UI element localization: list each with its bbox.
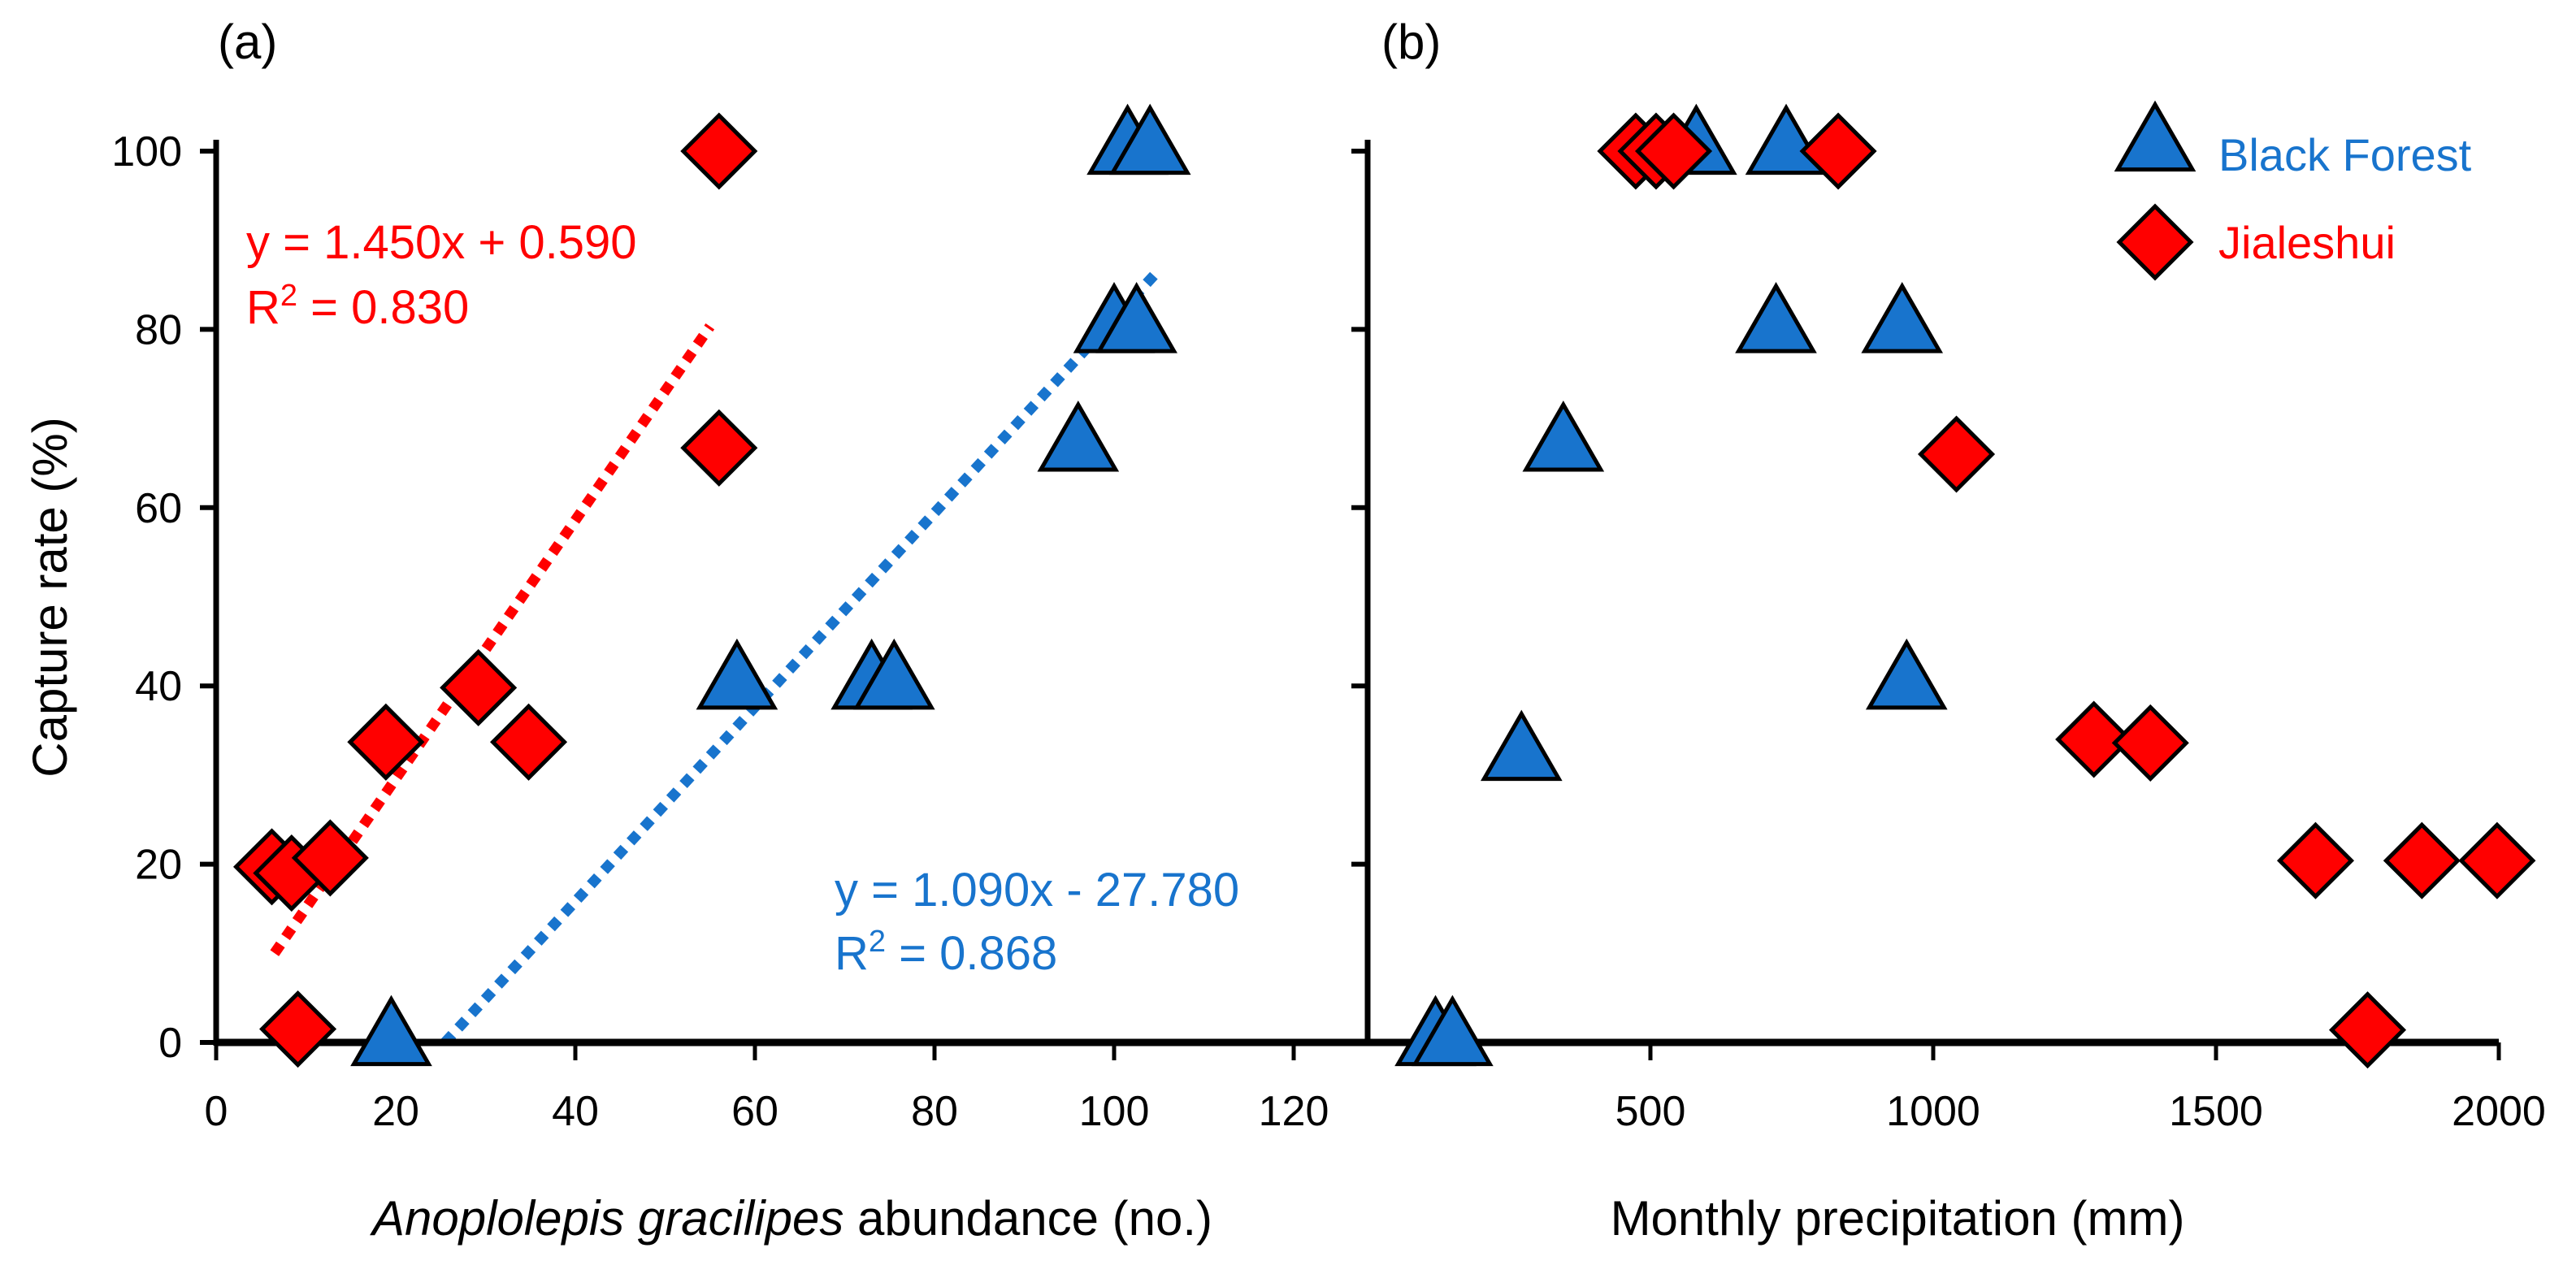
red-r2-prefix: R	[246, 281, 280, 334]
legend-label-jialeshui: Jialeshui	[2218, 217, 2396, 268]
data-point-diamond	[680, 409, 758, 487]
data-point-diamond	[440, 648, 518, 726]
blue-trend-r2: R2 = 0.868	[835, 925, 1057, 980]
x-tick-label: 120	[1259, 1088, 1329, 1135]
y-tick-label: 0	[158, 1020, 182, 1067]
x-tick-label: 100	[1079, 1088, 1150, 1135]
data-point-triangle	[1861, 282, 1944, 353]
x-axis-title-b: Monthly precipitation (mm)	[1611, 1191, 2185, 1246]
data-point-diamond	[291, 819, 369, 897]
x-axis-title-a: Anoplolepis gracilipes abundance (no.)	[370, 1191, 1212, 1246]
legend-triangle-icon	[2114, 100, 2197, 172]
panel-a-label: (a)	[218, 15, 277, 69]
data-point-diamond	[2458, 821, 2536, 899]
data-point-triangle	[1480, 709, 1563, 782]
legend-diamond-marker	[2116, 203, 2194, 281]
y-axis-title: Capture rate (%)	[23, 417, 77, 778]
data-point-triangle	[1037, 400, 1120, 472]
x-tick-label: 80	[911, 1088, 958, 1135]
panel-b-label: (b)	[1381, 15, 1441, 69]
y-tick-label: 40	[135, 663, 182, 710]
data-point-triangle	[1412, 994, 1494, 1067]
x-tick-label: 0	[205, 1088, 228, 1135]
y-tick-label: 100	[111, 128, 182, 176]
y-tick-label: 20	[135, 842, 182, 889]
data-point-triangle	[1865, 638, 1948, 710]
data-point-diamond	[2055, 700, 2133, 778]
blue-r2-prefix: R	[835, 927, 869, 980]
data-point-triangle	[1095, 282, 1177, 353]
data-point-diamond	[259, 990, 337, 1068]
data-point-triangle	[1522, 400, 1605, 472]
x-tick-label: 40	[552, 1088, 599, 1135]
data-point-triangle	[1108, 103, 1191, 176]
legend-triangle-marker	[2114, 100, 2197, 172]
blue-r2-sup: 2	[869, 925, 886, 959]
data-point-diamond	[2328, 991, 2407, 1069]
x-tick-label: 1500	[2169, 1088, 2263, 1135]
x-tick-label: 2000	[2452, 1088, 2546, 1135]
data-point-triangle	[1745, 103, 1828, 176]
legend-label-black-forest: Black Forest	[2218, 129, 2472, 180]
x-tick-label: 60	[731, 1088, 778, 1135]
data-point-diamond	[490, 703, 568, 781]
legend: Black Forest Jialeshui	[2114, 100, 2472, 281]
x-axis-title-a-species: Anoplolepis gracilipes	[370, 1191, 843, 1246]
data-point-diamond	[2383, 821, 2461, 899]
legend-diamond-icon	[2116, 203, 2194, 281]
data-point-diamond	[2276, 821, 2355, 899]
data-point-diamond	[1918, 415, 1996, 493]
data-point-diamond	[2111, 704, 2189, 782]
data-point-triangle	[852, 638, 935, 710]
x-tick-label: 500	[1615, 1088, 1686, 1135]
blue-trend-equation: y = 1.090x - 27.780	[835, 864, 1239, 916]
data-point-diamond	[347, 703, 425, 781]
data-point-diamond	[680, 112, 758, 190]
chart-text: (a) (b) Capture rate (%) Anoplolepis gra…	[23, 15, 2472, 1246]
blue-r2-rest: = 0.868	[886, 927, 1057, 980]
red-trend-equation: y = 1.450x + 0.590	[246, 216, 636, 269]
data-point-triangle	[1735, 282, 1817, 353]
x-tick-label: 1000	[1886, 1088, 1980, 1135]
x-axis-title-a-rest: abundance (no.)	[843, 1191, 1212, 1246]
red-trend-r2: R2 = 0.830	[246, 279, 469, 334]
y-tick-label: 60	[135, 485, 182, 532]
data-point-triangle	[696, 638, 778, 710]
data-markers	[232, 103, 2536, 1069]
y-tick-label: 80	[135, 306, 182, 353]
data-point-diamond	[1799, 112, 1877, 190]
red-r2-sup: 2	[280, 279, 297, 313]
red-r2-rest: = 0.830	[297, 281, 469, 334]
data-point-diamond	[1635, 112, 1713, 190]
data-point-triangle	[350, 994, 432, 1067]
x-tick-label: 20	[372, 1088, 419, 1135]
